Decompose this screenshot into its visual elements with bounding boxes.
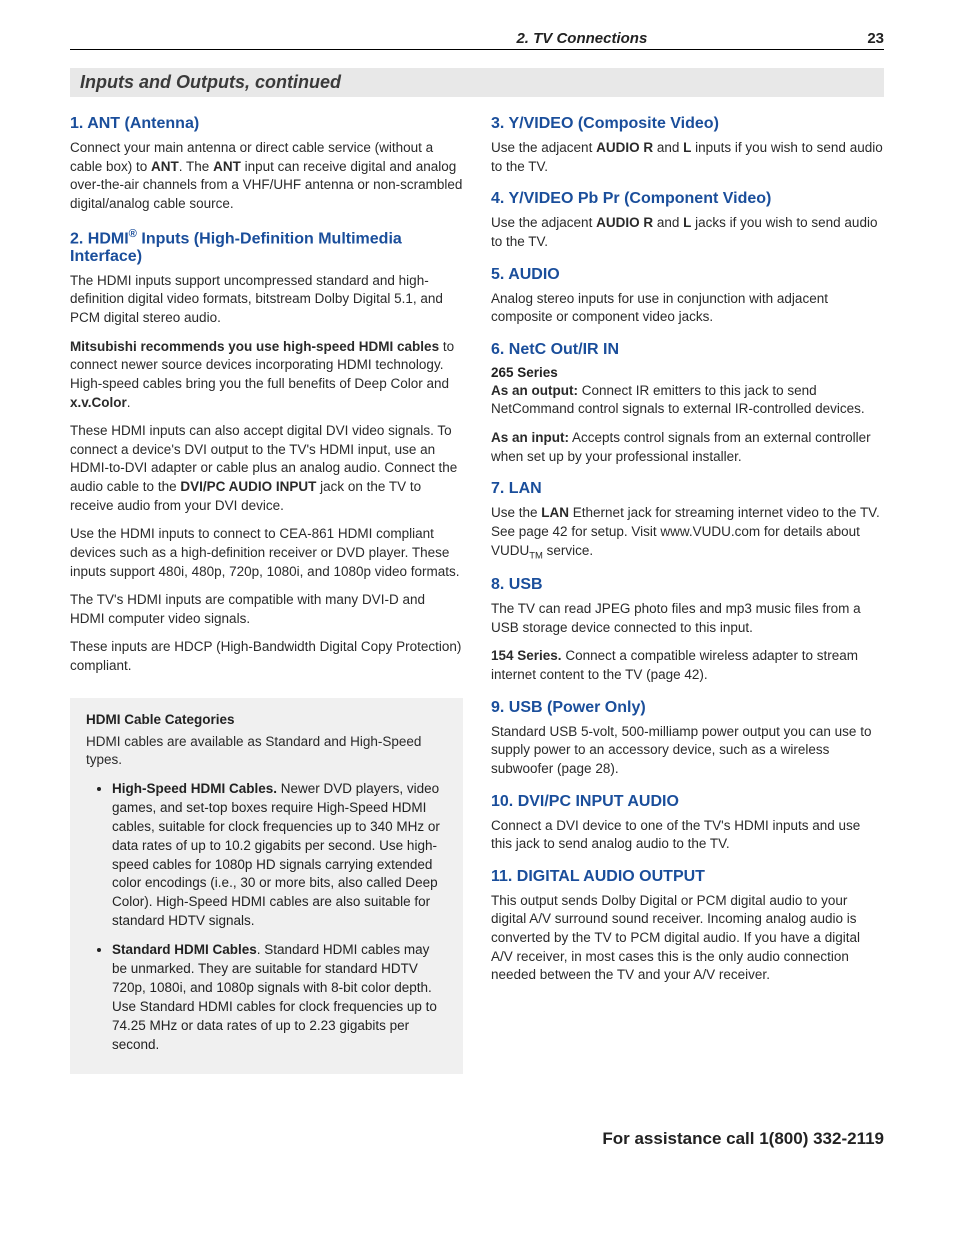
para-dvi-pc: Connect a DVI device to one of the TV's … (491, 817, 884, 854)
page-number: 23 (867, 30, 884, 47)
heading-composite: 3. Y/VIDEO (Composite Video) (491, 115, 884, 133)
para-hdmi-cea: Use the HDMI inputs to connect to CEA-86… (70, 525, 463, 581)
heading-lan: 7. LAN (491, 480, 884, 498)
para-ant: Connect your main antenna or direct cabl… (70, 139, 463, 214)
page-header: 2. TV Connections 23 (70, 30, 884, 50)
heading-usb-power: 9. USB (Power Only) (491, 699, 884, 717)
para-netc-out: As an output: Connect IR emitters to thi… (491, 382, 884, 419)
chapter-title: 2. TV Connections (516, 30, 647, 47)
box-intro: HDMI cables are available as Standard an… (86, 733, 447, 770)
para-usb-154: 154 Series. Connect a compatible wireles… (491, 647, 884, 684)
para-hdmi-hdcp: These inputs are HDCP (High-Bandwidth Di… (70, 638, 463, 675)
list-item: High-Speed HDMI Cables. Newer DVD player… (112, 780, 447, 931)
heading-dvi-pc: 10. DVI/PC INPUT AUDIO (491, 793, 884, 811)
footer-assistance: For assistance call 1(800) 332-2119 (70, 1129, 884, 1149)
para-digital-audio: This output sends Dolby Digital or PCM d… (491, 892, 884, 985)
heading-digital-audio: 11. DIGITAL AUDIO OUTPUT (491, 868, 884, 886)
content-columns: 1. ANT (Antenna) Connect your main anten… (70, 115, 884, 1074)
sub-265: 265 Series (491, 365, 884, 380)
para-audio: Analog stereo inputs for use in conjunct… (491, 290, 884, 327)
hdmi-cable-box: HDMI Cable Categories HDMI cables are av… (70, 698, 463, 1075)
para-composite: Use the adjacent AUDIO R and L inputs if… (491, 139, 884, 176)
para-hdmi-dvid: The TV's HDMI inputs are compatible with… (70, 591, 463, 628)
para-hdmi-intro: The HDMI inputs support uncompressed sta… (70, 272, 463, 328)
para-component: Use the adjacent AUDIO R and L jacks if … (491, 214, 884, 251)
heading-audio: 5. AUDIO (491, 266, 884, 284)
box-title: HDMI Cable Categories (86, 712, 447, 727)
para-lan: Use the LAN Ethernet jack for streaming … (491, 504, 884, 562)
para-hdmi-dvi: These HDMI inputs can also accept digita… (70, 422, 463, 515)
para-usb: The TV can read JPEG photo files and mp3… (491, 600, 884, 637)
para-usb-power: Standard USB 5-volt, 500-milliamp power … (491, 723, 884, 779)
heading-ant: 1. ANT (Antenna) (70, 115, 463, 133)
heading-usb: 8. USB (491, 576, 884, 594)
right-column: 3. Y/VIDEO (Composite Video) Use the adj… (491, 115, 884, 1074)
para-netc-in: As an input: Accepts control signals fro… (491, 429, 884, 466)
list-item: Standard HDMI Cables. Standard HDMI cabl… (112, 941, 447, 1054)
section-title: Inputs and Outputs, continued (70, 68, 884, 97)
heading-netc: 6. NetC Out/IR IN (491, 341, 884, 359)
registered-icon: ® (129, 228, 137, 240)
para-hdmi-rec: Mitsubishi recommends you use high-speed… (70, 338, 463, 413)
heading-component: 4. Y/VIDEO Pb Pr (Component Video) (491, 190, 884, 208)
left-column: 1. ANT (Antenna) Connect your main anten… (70, 115, 463, 1074)
heading-hdmi: 2. HDMI® Inputs (High-Definition Multime… (70, 228, 463, 266)
box-list: High-Speed HDMI Cables. Newer DVD player… (86, 780, 447, 1054)
